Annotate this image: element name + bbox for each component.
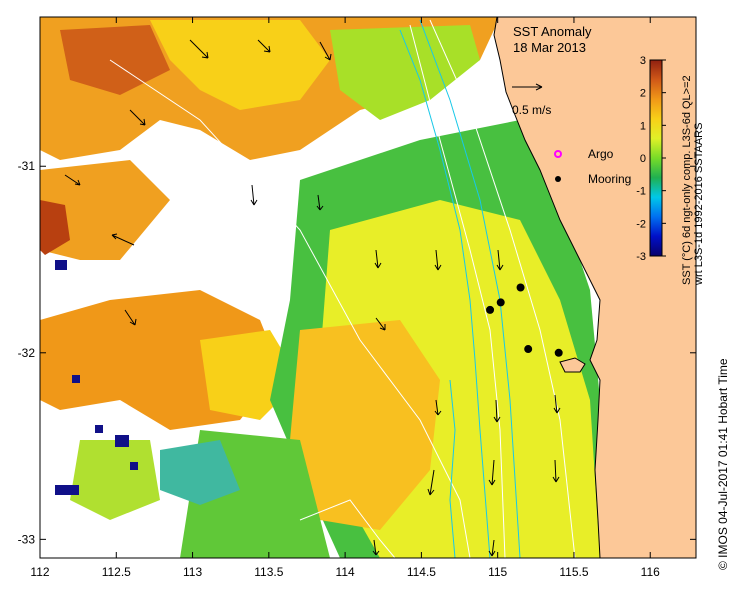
mooring-legend-marker bbox=[555, 176, 561, 182]
velocity-arrow bbox=[552, 459, 560, 483]
velocity-arrow bbox=[319, 41, 332, 61]
contour-line bbox=[109, 59, 471, 558]
cold-patch bbox=[130, 462, 138, 470]
sst-field bbox=[40, 17, 600, 558]
map-frame bbox=[39, 16, 697, 559]
contour-line bbox=[299, 499, 396, 558]
cold-anomaly-patches bbox=[55, 260, 138, 495]
velocity-arrow bbox=[64, 174, 81, 186]
velocity-arrow bbox=[189, 39, 209, 59]
velocity-arrow bbox=[374, 249, 382, 269]
contour-line bbox=[429, 19, 576, 558]
mooring-marker bbox=[486, 305, 495, 314]
current-line bbox=[449, 379, 456, 558]
title-line-2: 18 Mar 2013 bbox=[513, 40, 586, 55]
colorbar-label-line-2: wrt L3S-1d 1992-2016 SSTAARS bbox=[693, 123, 705, 286]
sst-patch-west-warm bbox=[40, 160, 170, 260]
contour-line bbox=[409, 24, 506, 558]
velocity-arrow bbox=[372, 539, 380, 556]
x-tick-label: 112 bbox=[30, 565, 49, 579]
current-line bbox=[399, 29, 491, 558]
velocity-scale: 0.5 m/s bbox=[512, 83, 551, 117]
velocity-arrow bbox=[434, 249, 442, 271]
velocity-arrow bbox=[316, 194, 324, 211]
mooring-marker bbox=[516, 283, 525, 292]
velocity-arrow bbox=[434, 399, 442, 416]
velocity-arrows bbox=[64, 39, 561, 557]
colorbar-gradient bbox=[649, 59, 663, 257]
colorbar-tick-label: -3 bbox=[636, 251, 646, 263]
colorbar-ticks: 3 2 1 0 -1 -2 -3 bbox=[636, 55, 666, 263]
land-headland bbox=[559, 357, 586, 373]
velocity-arrow bbox=[250, 184, 258, 206]
argo-legend-marker bbox=[554, 150, 562, 158]
colorbar-label-line-1: SST (°C) 6d ngt-only comp. L3S-6d QL>=2 bbox=[681, 75, 693, 285]
title-line-1: SST Anomaly bbox=[513, 24, 592, 39]
x-tick-label: 114.5 bbox=[407, 565, 436, 579]
colorbar-tick-label: 1 bbox=[640, 120, 646, 132]
velocity-arrow bbox=[257, 39, 271, 53]
velocity-scale-arrow bbox=[512, 83, 543, 91]
velocity-arrow bbox=[111, 233, 135, 246]
marker-legend: Argo Mooring bbox=[554, 147, 631, 186]
sst-patch-cyan bbox=[160, 440, 240, 505]
sst-patch-north-deep bbox=[60, 25, 170, 95]
x-axis: 112 112.5 113 113.5 114 114.5 115 115.5 116 bbox=[30, 17, 660, 579]
y-tick-label: -31 bbox=[18, 159, 36, 173]
x-tick-label: 113 bbox=[183, 565, 202, 579]
mooring-marker bbox=[524, 345, 533, 354]
mooring-legend-label: Mooring bbox=[588, 172, 631, 186]
velocity-arrow bbox=[553, 394, 561, 414]
current-lines bbox=[399, 19, 521, 558]
sst-patch-west-deep bbox=[40, 200, 70, 255]
map-area: 0.5 m/s SST Anomaly 18 Mar 2013 Argo Moo… bbox=[40, 17, 696, 558]
velocity-arrow bbox=[488, 459, 496, 486]
x-tick-label: 113.5 bbox=[254, 565, 283, 579]
colorbar-tick-label: -1 bbox=[636, 186, 646, 198]
sst-patch-west-lime bbox=[70, 440, 160, 520]
y-axis: -31 -32 -33 bbox=[18, 159, 696, 546]
velocity-scale-label: 0.5 m/s bbox=[512, 103, 551, 117]
x-tick-label: 114 bbox=[336, 565, 355, 579]
colorbar-tick-label: -2 bbox=[636, 218, 646, 230]
mooring-marker bbox=[554, 348, 563, 357]
cold-patch bbox=[55, 260, 67, 270]
colorbar-tick-label: 0 bbox=[640, 153, 646, 165]
sst-patch-north-yellow bbox=[150, 20, 330, 110]
velocity-arrow bbox=[488, 539, 496, 557]
cold-patch bbox=[55, 485, 79, 495]
bathymetry-contours bbox=[109, 19, 576, 558]
x-tick-label: 115 bbox=[488, 565, 507, 579]
y-tick-label: -32 bbox=[18, 346, 36, 360]
y-tick-label: -33 bbox=[18, 532, 36, 546]
colorbar-tick-label: 3 bbox=[640, 55, 646, 67]
x-tick-label: 115.5 bbox=[559, 565, 588, 579]
velocity-arrow bbox=[493, 399, 501, 423]
colorbar-tick-label: 2 bbox=[640, 88, 646, 100]
velocity-arrow bbox=[124, 309, 137, 326]
mooring-marker bbox=[496, 298, 505, 307]
credit-text: © IMOS 04-Jul-2017 01:41 Hobart Time bbox=[716, 358, 730, 570]
current-line bbox=[419, 19, 521, 558]
cold-patch bbox=[95, 425, 103, 433]
land-mass bbox=[493, 17, 696, 558]
sst-patch-coastal-orange bbox=[290, 320, 440, 530]
velocity-arrow bbox=[129, 109, 146, 126]
cold-patch bbox=[115, 435, 129, 447]
argo-legend-label: Argo bbox=[588, 147, 614, 161]
velocity-arrow bbox=[496, 249, 504, 271]
x-tick-label: 116 bbox=[641, 565, 660, 579]
velocity-arrow bbox=[375, 317, 386, 331]
mooring-markers bbox=[486, 283, 563, 357]
x-tick-label: 112.5 bbox=[102, 565, 131, 579]
velocity-arrow bbox=[427, 469, 435, 496]
cold-patch bbox=[72, 375, 80, 383]
colorbar: 3 2 1 0 -1 -2 -3 SST (°C) 6d ngt-only comp. L3… bbox=[636, 55, 705, 286]
